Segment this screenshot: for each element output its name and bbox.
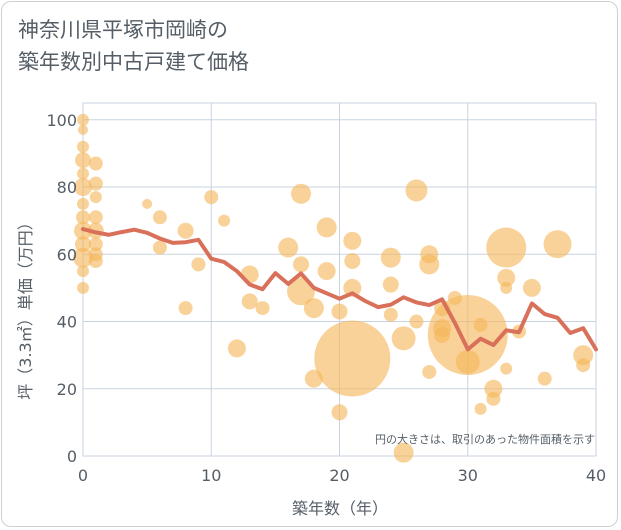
data-bubble: [484, 379, 503, 398]
data-bubble: [303, 298, 324, 319]
data-bubble: [178, 301, 193, 316]
data-bubble: [88, 176, 103, 191]
data-bubble: [152, 210, 167, 225]
data-bubble: [500, 362, 513, 375]
data-bubble: [291, 183, 312, 204]
x-tick-label: 20: [329, 466, 349, 485]
bubble-size-note: 円の大きさは、取引のあった物件面積を示す: [375, 432, 595, 446]
x-axis-ticks: 0 10 20 30 40: [78, 466, 606, 485]
data-bubble: [405, 179, 428, 202]
data-bubble: [74, 178, 92, 197]
data-bubble: [293, 256, 310, 273]
data-bubble: [573, 345, 594, 366]
x-tick-label: 40: [586, 466, 606, 485]
data-bubble: [204, 190, 219, 205]
data-bubble: [77, 167, 89, 180]
data-bubble: [419, 254, 440, 275]
data-bubble: [383, 307, 398, 322]
data-bubble: [500, 281, 513, 294]
data-bubble: [380, 247, 401, 268]
y-tick-label: 40: [57, 313, 77, 332]
data-bubble: [77, 265, 89, 278]
trend-line-layer: [81, 227, 598, 352]
data-bubble: [343, 278, 362, 297]
x-tick-label: 0: [78, 466, 88, 485]
data-bubble: [177, 222, 194, 239]
data-bubble: [152, 240, 167, 255]
data-bubble: [75, 152, 91, 169]
data-bubble: [255, 301, 270, 316]
data-bubble: [77, 113, 89, 126]
y-tick-label: 0: [67, 447, 77, 466]
data-bubble: [76, 210, 90, 225]
data-bubble: [77, 197, 89, 210]
data-bubble: [218, 214, 231, 227]
data-bubble: [344, 253, 361, 270]
y-tick-label: 100: [46, 111, 77, 130]
data-bubble: [576, 358, 591, 373]
data-bubble: [409, 314, 424, 329]
data-bubble: [77, 140, 89, 153]
data-bubble: [316, 217, 337, 238]
data-bubble: [393, 442, 414, 463]
y-tick-label: 20: [57, 380, 77, 399]
chart-title-line1: 神奈川県平塚市岡崎の: [18, 18, 228, 42]
data-bubble: [88, 210, 103, 225]
data-bubble: [88, 156, 103, 171]
bubble-layer: [73, 113, 594, 463]
x-tick-label: 30: [458, 466, 478, 485]
data-bubble: [486, 227, 527, 268]
data-bubble: [537, 371, 552, 386]
data-bubble: [227, 339, 246, 358]
data-bubble: [88, 254, 103, 269]
data-bubble: [73, 247, 93, 268]
data-bubble: [543, 230, 572, 259]
chart-title: 神奈川県平塚市岡崎の 築年数別中古戸建て価格: [18, 14, 249, 78]
data-bubble: [331, 404, 348, 421]
data-bubble: [191, 257, 206, 272]
data-bubble: [422, 364, 437, 379]
data-bubble: [317, 262, 336, 281]
data-bubble: [455, 349, 480, 374]
y-axis-ticks: 0 20 40 60 80 100: [46, 111, 77, 466]
data-bubble: [522, 278, 541, 297]
data-bubble: [486, 391, 501, 406]
trend-line: [81, 227, 598, 352]
data-bubble: [88, 237, 103, 252]
y-tick-label: 60: [57, 245, 77, 264]
data-bubble: [343, 231, 362, 250]
x-tick-label: 10: [201, 466, 221, 485]
data-bubble: [75, 236, 91, 253]
data-bubble: [77, 281, 89, 294]
data-bubble: [391, 326, 416, 351]
data-bubble: [473, 317, 488, 332]
data-bubble: [497, 268, 516, 287]
data-bubble: [78, 124, 88, 135]
data-bubble: [142, 198, 153, 209]
data-bubble: [427, 294, 508, 375]
data-bubble: [331, 303, 348, 320]
y-tick-label: 80: [57, 178, 77, 197]
data-bubble: [89, 191, 102, 204]
data-bubble: [278, 237, 299, 258]
data-bubble: [314, 320, 391, 397]
chart-title-line2: 築年数別中古戸建て価格: [18, 50, 249, 74]
data-bubble: [241, 293, 258, 310]
grid-lines: [82, 102, 597, 457]
y-axis-label: 坪（3.3㎡）単価（万円）: [16, 214, 35, 399]
x-axis-label: 築年数（年）: [292, 499, 388, 518]
data-bubble: [382, 276, 399, 293]
data-bubble: [474, 402, 487, 415]
